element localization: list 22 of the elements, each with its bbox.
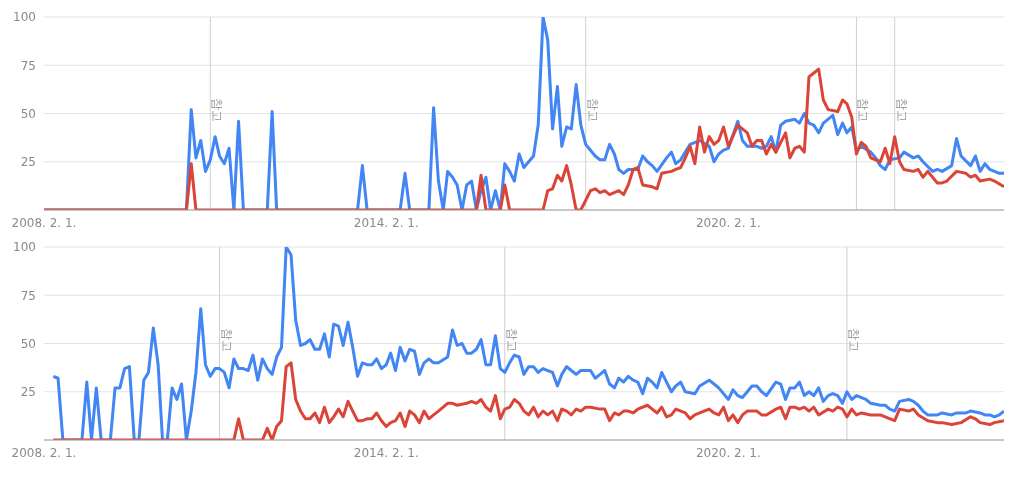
y-tick-label: 75 xyxy=(20,288,36,303)
ref-line-label: 참고 xyxy=(504,328,519,353)
x-tick-label: 2014. 2. 1. xyxy=(353,215,419,230)
x-tick-label: 2008. 2. 1. xyxy=(11,445,77,460)
x-tick-label: 2020. 2. 1. xyxy=(695,215,761,230)
ref-line-label: 참고 xyxy=(894,98,909,123)
line-series xyxy=(51,247,1004,440)
y-tick-label: 100 xyxy=(13,10,36,25)
ref-line-label: 참고 xyxy=(856,98,871,123)
ref-line-label: 참고 xyxy=(585,98,600,123)
y-tick-label: 25 xyxy=(20,385,36,400)
y-tick-label: 50 xyxy=(20,336,36,351)
y-tick-label: 100 xyxy=(13,240,36,255)
y-tick-label: 25 xyxy=(20,155,36,170)
x-tick-label: 2014. 2. 1. xyxy=(353,445,419,460)
y-tick-label: 50 xyxy=(20,106,36,121)
ref-line-label: 참고 xyxy=(219,328,234,353)
ref-line-label: 참고 xyxy=(210,98,225,123)
x-tick-label: 2020. 2. 1. xyxy=(695,445,761,460)
x-tick-label: 2008. 2. 1. xyxy=(11,215,77,230)
y-tick-label: 75 xyxy=(20,58,36,73)
ref-line-label: 참고 xyxy=(846,328,861,353)
